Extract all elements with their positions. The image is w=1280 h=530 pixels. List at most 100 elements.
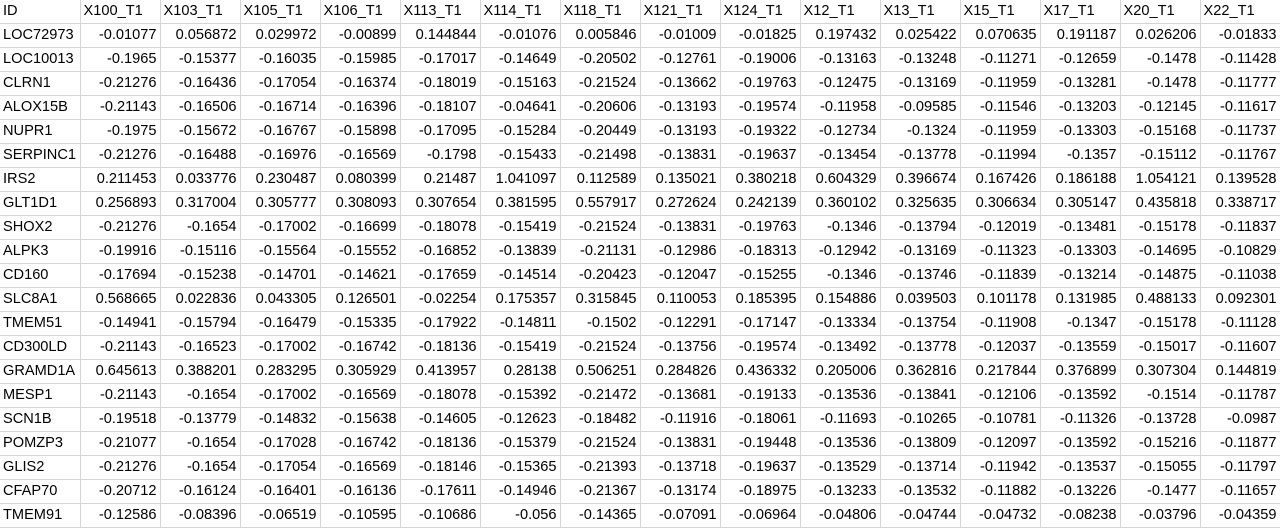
value-cell[interactable]: -0.15055: [1120, 455, 1201, 480]
value-cell[interactable]: -0.06964: [720, 503, 801, 528]
value-cell[interactable]: -0.15672: [160, 119, 241, 144]
value-cell[interactable]: -0.13831: [640, 431, 721, 456]
value-cell[interactable]: -0.16523: [160, 335, 241, 360]
value-cell[interactable]: -0.21143: [80, 335, 161, 360]
value-cell[interactable]: -0.12761: [640, 47, 721, 72]
value-cell[interactable]: -0.14621: [320, 263, 401, 288]
value-cell[interactable]: -0.0987: [1200, 407, 1280, 432]
value-cell[interactable]: 0.306634: [960, 191, 1041, 216]
value-cell[interactable]: 0.154886: [800, 287, 881, 312]
value-cell[interactable]: -0.19006: [720, 47, 801, 72]
value-cell[interactable]: -0.11958: [800, 95, 881, 120]
value-cell[interactable]: 0.126501: [320, 287, 401, 312]
value-cell[interactable]: -0.10781: [960, 407, 1041, 432]
value-cell[interactable]: -0.1357: [1040, 143, 1121, 168]
value-cell[interactable]: -0.11942: [960, 455, 1041, 480]
value-cell[interactable]: -0.18136: [400, 431, 481, 456]
value-cell[interactable]: 0.506251: [560, 359, 641, 384]
value-cell[interactable]: -0.21393: [560, 455, 641, 480]
value-cell[interactable]: 0.186188: [1040, 167, 1121, 192]
value-cell[interactable]: -0.13559: [1040, 335, 1121, 360]
value-cell[interactable]: -0.11737: [1200, 119, 1280, 144]
value-cell[interactable]: 0.022836: [160, 287, 241, 312]
value-cell[interactable]: 0.039503: [880, 287, 961, 312]
value-cell[interactable]: -0.15985: [320, 47, 401, 72]
value-cell[interactable]: -0.19637: [720, 143, 801, 168]
value-cell[interactable]: -0.13809: [880, 431, 961, 456]
value-cell[interactable]: -0.12659: [1040, 47, 1121, 72]
value-cell[interactable]: -0.14832: [240, 407, 321, 432]
value-cell[interactable]: -0.16035: [240, 47, 321, 72]
value-cell[interactable]: -0.16396: [320, 95, 401, 120]
value-cell[interactable]: -0.16401: [240, 479, 321, 504]
value-cell[interactable]: -0.14695: [1120, 239, 1201, 264]
value-cell[interactable]: -0.21276: [80, 143, 161, 168]
value-cell[interactable]: -0.12037: [960, 335, 1041, 360]
value-cell[interactable]: -0.01833: [1200, 23, 1280, 48]
header-cell[interactable]: X20_T1: [1120, 0, 1201, 24]
value-cell[interactable]: -0.11767: [1200, 143, 1280, 168]
value-cell[interactable]: -0.07091: [640, 503, 721, 528]
value-cell[interactable]: -0.15178: [1120, 311, 1201, 336]
value-cell[interactable]: 0.144844: [400, 23, 481, 48]
row-id-cell[interactable]: SHOX2: [0, 215, 81, 240]
value-cell[interactable]: -0.13492: [800, 335, 881, 360]
value-cell[interactable]: -0.11777: [1200, 71, 1280, 96]
row-id-cell[interactable]: ALPK3: [0, 239, 81, 264]
value-cell[interactable]: -0.13532: [880, 479, 961, 504]
value-cell[interactable]: -0.15419: [480, 335, 561, 360]
value-cell[interactable]: -0.1514: [1120, 383, 1201, 408]
value-cell[interactable]: 0.131985: [1040, 287, 1121, 312]
value-cell[interactable]: -0.1478: [1120, 47, 1201, 72]
value-cell[interactable]: 0.557917: [560, 191, 641, 216]
value-cell[interactable]: -0.21077: [80, 431, 161, 456]
value-cell[interactable]: -0.15238: [160, 263, 241, 288]
value-cell[interactable]: -0.12586: [80, 503, 161, 528]
value-cell[interactable]: -0.1654: [160, 383, 241, 408]
value-cell[interactable]: -0.17694: [80, 263, 161, 288]
row-id-cell[interactable]: ALOX15B: [0, 95, 81, 120]
value-cell[interactable]: -0.16436: [160, 71, 241, 96]
value-cell[interactable]: -0.11128: [1200, 311, 1280, 336]
value-cell[interactable]: -0.13174: [640, 479, 721, 504]
value-cell[interactable]: -0.13592: [1040, 431, 1121, 456]
value-cell[interactable]: -0.00899: [320, 23, 401, 48]
value-cell[interactable]: -0.13839: [480, 239, 561, 264]
value-cell[interactable]: -0.11617: [1200, 95, 1280, 120]
value-cell[interactable]: -0.16569: [320, 143, 401, 168]
value-cell[interactable]: -0.16767: [240, 119, 321, 144]
value-cell[interactable]: -0.16976: [240, 143, 321, 168]
value-cell[interactable]: -0.1798: [400, 143, 481, 168]
row-id-cell[interactable]: MESP1: [0, 383, 81, 408]
value-cell[interactable]: -0.13831: [640, 143, 721, 168]
value-cell[interactable]: -0.11959: [960, 119, 1041, 144]
value-cell[interactable]: 0.230487: [240, 167, 321, 192]
value-cell[interactable]: -0.19322: [720, 119, 801, 144]
value-cell[interactable]: -0.15365: [480, 455, 561, 480]
value-cell[interactable]: -0.19574: [720, 335, 801, 360]
row-id-cell[interactable]: IRS2: [0, 167, 81, 192]
value-cell[interactable]: -0.13226: [1040, 479, 1121, 504]
value-cell[interactable]: -0.17054: [240, 455, 321, 480]
value-cell[interactable]: 0.080399: [320, 167, 401, 192]
value-cell[interactable]: 0.305777: [240, 191, 321, 216]
row-id-cell[interactable]: CLRN1: [0, 71, 81, 96]
value-cell[interactable]: 0.135021: [640, 167, 721, 192]
value-cell[interactable]: -0.13841: [880, 383, 961, 408]
row-id-cell[interactable]: SLC8A1: [0, 287, 81, 312]
value-cell[interactable]: -0.17611: [400, 479, 481, 504]
value-cell[interactable]: 0.101178: [960, 287, 1041, 312]
value-cell[interactable]: -0.20502: [560, 47, 641, 72]
value-cell[interactable]: -0.1324: [880, 119, 961, 144]
value-cell[interactable]: 0.645613: [80, 359, 161, 384]
row-id-cell[interactable]: CD300LD: [0, 335, 81, 360]
value-cell[interactable]: 0.211453: [80, 167, 161, 192]
value-cell[interactable]: -0.13203: [1040, 95, 1121, 120]
value-cell[interactable]: -0.16714: [240, 95, 321, 120]
value-cell[interactable]: -0.12047: [640, 263, 721, 288]
value-cell[interactable]: -0.01825: [720, 23, 801, 48]
value-cell[interactable]: -0.12097: [960, 431, 1041, 456]
value-cell[interactable]: 0.284826: [640, 359, 721, 384]
value-cell[interactable]: -0.15377: [160, 47, 241, 72]
value-cell[interactable]: 0.092301: [1200, 287, 1280, 312]
